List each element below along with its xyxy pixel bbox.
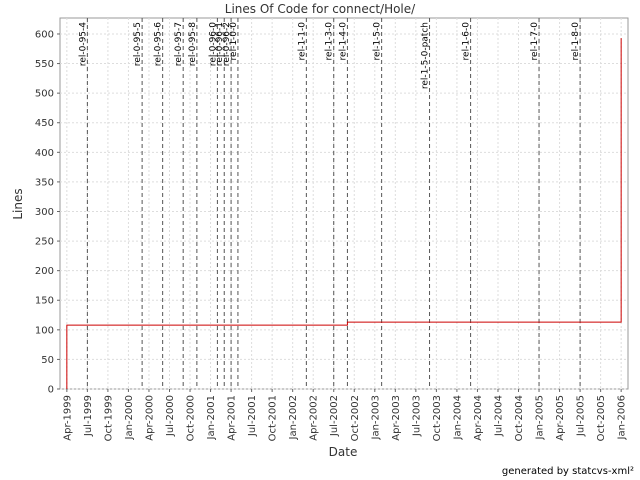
release-label: rel-1-4-0 <box>338 22 348 61</box>
plot-area <box>59 17 629 390</box>
x-tick-label: Jul-1999 <box>83 395 94 437</box>
x-tick-label: Jan-2003 <box>370 395 381 440</box>
y-tick-label: 250 <box>35 237 54 248</box>
release-label: rel-1-1-0 <box>297 22 307 61</box>
y-axis-label: Lines <box>11 188 25 219</box>
y-tick-label: 50 <box>41 355 54 366</box>
y-tick-label: 100 <box>35 325 54 336</box>
x-tick-label: Jul-2001 <box>247 395 258 437</box>
x-tick-label: Apr-2001 <box>227 395 238 441</box>
release-label: rel-0-96-2 <box>222 22 232 66</box>
x-tick-label: Jul-2004 <box>493 395 504 437</box>
x-tick-label: Jan-2006 <box>617 395 628 440</box>
x-tick-label: Apr-1999 <box>62 395 73 441</box>
x-tick-label: Oct-2002 <box>350 395 361 441</box>
x-tick-label: Jan-2004 <box>452 395 463 440</box>
x-tick-label: Jul-2005 <box>576 395 587 437</box>
y-tick-label: 200 <box>35 266 54 277</box>
release-label: rel-1-5-0 <box>373 22 383 61</box>
x-tick-label: Jul-2003 <box>411 395 422 437</box>
release-label: rel-0-95-6 <box>154 22 164 66</box>
x-tick-label: Oct-2000 <box>186 395 197 441</box>
x-tick-label: Jan-2005 <box>535 395 546 440</box>
y-tick-label: 600 <box>35 29 54 40</box>
y-tick-label: 550 <box>35 59 54 70</box>
x-tick-label: Apr-2000 <box>144 395 155 441</box>
release-label: rel-0-96-1 <box>215 22 225 66</box>
x-tick-label: Apr-2002 <box>309 395 320 441</box>
x-axis-label: Date <box>329 445 358 459</box>
release-label: rel-1-8-0 <box>571 22 581 61</box>
release-label: rel-0-95-8 <box>188 22 198 66</box>
x-tick-label: Jan-2001 <box>206 395 217 440</box>
release-label: rel-1-3-0 <box>325 22 335 61</box>
release-label: rel-0-95-5 <box>133 22 143 66</box>
y-tick-label: 500 <box>35 89 54 100</box>
y-tick-label: 350 <box>35 177 54 188</box>
y-tick-label: 450 <box>35 118 54 129</box>
release-label: rel-1-7-0 <box>530 22 540 61</box>
y-tick-label: 0 <box>48 385 54 396</box>
y-tick-label: 300 <box>35 207 54 218</box>
y-tick-label: 150 <box>35 296 54 307</box>
release-label: rel-0-96-0 <box>208 22 218 66</box>
x-tick-label: Jul-2000 <box>165 395 176 437</box>
release-label: rel-0-95-7 <box>174 22 184 66</box>
x-tick-label: Apr-2003 <box>391 395 402 441</box>
x-tick-label: Oct-1999 <box>103 395 114 441</box>
x-tick-label: Apr-2004 <box>473 395 484 441</box>
x-tick-label: Jul-2002 <box>329 395 340 437</box>
x-tick-label: Jan-2002 <box>288 395 299 440</box>
chart-title: Lines Of Code for connect/Hole/ <box>225 2 416 16</box>
x-tick-label: Oct-2001 <box>268 395 279 441</box>
footer: generated by statcvs-xml² <box>502 466 634 477</box>
x-tick-label: Oct-2003 <box>432 395 443 441</box>
y-tick-label: 400 <box>35 148 54 159</box>
x-tick-label: Jan-2000 <box>124 395 135 440</box>
x-tick-label: Oct-2005 <box>596 395 607 441</box>
release-label: rel-1-0-0 <box>229 22 239 61</box>
x-tick-label: Oct-2004 <box>514 395 525 441</box>
release-label: rel-0-95-4 <box>78 22 88 66</box>
release-label: rel-1-5-0-patch <box>421 22 431 89</box>
x-tick-label: Apr-2005 <box>555 395 566 441</box>
release-label: rel-1-6-0 <box>462 22 472 61</box>
data-line <box>66 38 622 389</box>
